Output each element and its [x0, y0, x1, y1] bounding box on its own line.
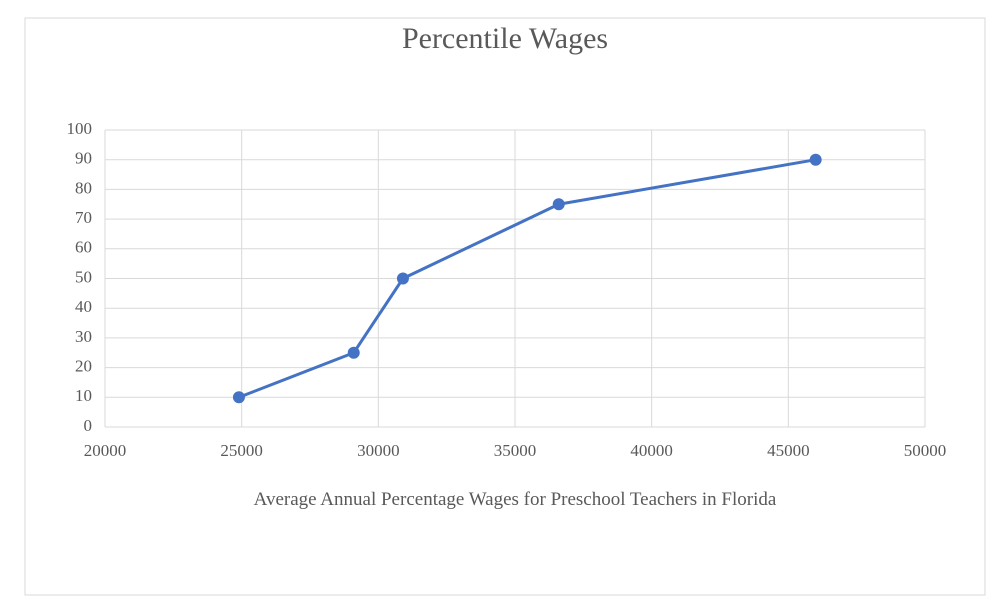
x-tick-label: 20000: [84, 441, 127, 460]
y-tick-label: 50: [75, 267, 92, 286]
y-tick-label: 90: [75, 149, 92, 168]
data-point: [232, 391, 245, 404]
chart-title: Percentile Wages: [402, 22, 608, 55]
y-tick-label: 30: [75, 327, 92, 346]
x-tick-label: 25000: [220, 441, 263, 460]
y-tick-label: 40: [75, 297, 92, 316]
y-tick-label: 100: [67, 119, 93, 138]
x-tick-label: 30000: [357, 441, 400, 460]
x-axis-title: Average Annual Percentage Wages for Pres…: [253, 489, 777, 510]
x-tick-label: 35000: [494, 441, 537, 460]
data-point: [347, 346, 360, 359]
x-tick-label: 40000: [630, 441, 673, 460]
y-tick-label: 70: [75, 208, 92, 227]
y-tick-label: 80: [75, 178, 92, 197]
y-tick-label: 60: [75, 238, 92, 257]
y-tick-label: 10: [75, 386, 92, 405]
data-point: [552, 198, 565, 211]
data-point: [396, 272, 409, 285]
y-tick-label: 20: [75, 357, 92, 376]
data-point: [809, 153, 822, 166]
x-tick-label: 50000: [904, 441, 947, 460]
chart-border: [24, 17, 986, 596]
x-tick-label: 45000: [767, 441, 810, 460]
y-tick-label: 0: [84, 416, 93, 435]
